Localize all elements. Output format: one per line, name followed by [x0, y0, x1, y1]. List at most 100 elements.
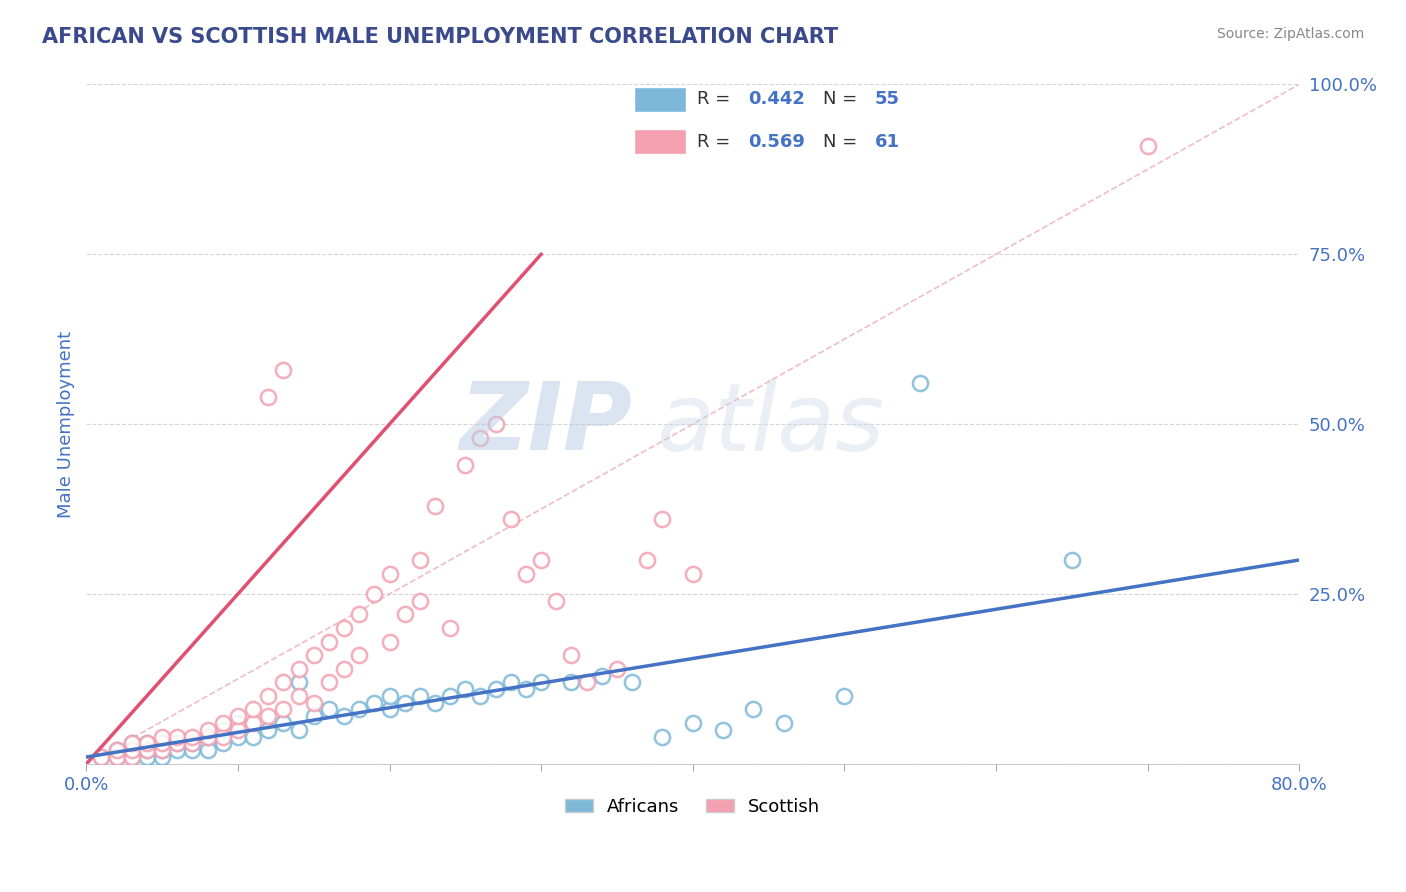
Point — [181, 730, 204, 744]
Point — [211, 730, 233, 744]
Point — [257, 709, 280, 723]
Point — [454, 682, 477, 697]
Point — [499, 512, 522, 526]
Point — [651, 730, 673, 744]
Point — [530, 553, 553, 567]
Point — [742, 702, 765, 716]
Point — [378, 634, 401, 648]
Point — [347, 648, 370, 662]
Point — [394, 607, 416, 622]
Point — [575, 675, 598, 690]
Point — [257, 689, 280, 703]
Bar — [634, 129, 686, 154]
Point — [166, 743, 188, 757]
Point — [273, 702, 295, 716]
Point — [150, 750, 173, 764]
Point — [197, 730, 219, 744]
Point — [560, 675, 582, 690]
Point — [197, 730, 219, 744]
Point — [150, 743, 173, 757]
Point — [423, 696, 446, 710]
Point — [485, 682, 508, 697]
Point — [363, 587, 385, 601]
Point — [90, 750, 112, 764]
Point — [150, 743, 173, 757]
Text: atlas: atlas — [657, 378, 884, 469]
Point — [546, 594, 568, 608]
Point — [591, 668, 613, 682]
Bar — [634, 87, 686, 112]
Point — [273, 716, 295, 731]
Point — [378, 689, 401, 703]
Text: Source: ZipAtlas.com: Source: ZipAtlas.com — [1216, 27, 1364, 41]
Point — [333, 621, 356, 635]
Legend: Africans, Scottish: Africans, Scottish — [558, 790, 827, 822]
Point — [287, 675, 309, 690]
Point — [211, 716, 233, 731]
Point — [211, 723, 233, 737]
Point — [197, 723, 219, 737]
Point — [242, 730, 264, 744]
Point — [606, 662, 628, 676]
Text: 55: 55 — [875, 90, 900, 108]
Point — [1060, 553, 1083, 567]
Text: N =: N = — [824, 90, 863, 108]
Point — [302, 696, 325, 710]
Point — [302, 709, 325, 723]
Point — [621, 675, 644, 690]
Point — [242, 716, 264, 731]
Point — [105, 743, 128, 757]
Point — [318, 675, 340, 690]
Point — [136, 736, 159, 750]
Point — [711, 723, 734, 737]
Point — [682, 566, 704, 581]
Point — [772, 716, 794, 731]
Point — [636, 553, 658, 567]
Point — [105, 750, 128, 764]
Point — [211, 736, 233, 750]
Point — [257, 390, 280, 404]
Point — [287, 689, 309, 703]
Point — [470, 431, 492, 445]
Point — [197, 743, 219, 757]
Point — [226, 716, 249, 731]
Text: R =: R = — [697, 133, 737, 151]
Y-axis label: Male Unemployment: Male Unemployment — [58, 331, 75, 517]
Point — [121, 750, 143, 764]
Point — [409, 594, 432, 608]
Point — [136, 743, 159, 757]
Text: R =: R = — [697, 90, 737, 108]
Point — [136, 743, 159, 757]
Point — [121, 743, 143, 757]
Point — [651, 512, 673, 526]
Point — [121, 743, 143, 757]
Point — [333, 709, 356, 723]
Text: 61: 61 — [875, 133, 900, 151]
Point — [166, 730, 188, 744]
Point — [439, 621, 461, 635]
Point — [470, 689, 492, 703]
Point — [257, 723, 280, 737]
Point — [121, 750, 143, 764]
Point — [485, 417, 508, 431]
Point — [1136, 138, 1159, 153]
Text: ZIP: ZIP — [460, 378, 633, 470]
Point — [409, 553, 432, 567]
Point — [273, 363, 295, 377]
Point — [347, 607, 370, 622]
Point — [409, 689, 432, 703]
Point — [121, 736, 143, 750]
Point — [423, 499, 446, 513]
Text: AFRICAN VS SCOTTISH MALE UNEMPLOYMENT CORRELATION CHART: AFRICAN VS SCOTTISH MALE UNEMPLOYMENT CO… — [42, 27, 838, 46]
Point — [150, 730, 173, 744]
Point — [834, 689, 856, 703]
Point — [347, 702, 370, 716]
Point — [530, 675, 553, 690]
Point — [181, 743, 204, 757]
Point — [181, 736, 204, 750]
Point — [136, 750, 159, 764]
Point — [136, 736, 159, 750]
Point — [908, 376, 931, 391]
Point — [439, 689, 461, 703]
Point — [90, 750, 112, 764]
